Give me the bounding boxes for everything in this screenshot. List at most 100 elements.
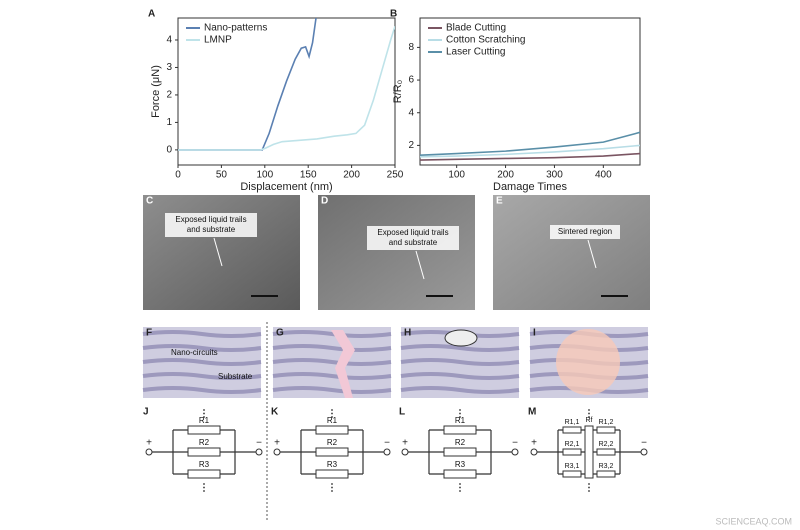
plus: +	[274, 438, 280, 449]
nano-stripe	[142, 344, 262, 352]
nano-stripe	[272, 358, 392, 366]
data-line	[178, 18, 317, 151]
panel-label: E	[496, 196, 503, 207]
resistor-label: R3	[199, 460, 210, 469]
resistor	[443, 469, 477, 479]
nano-stripe	[272, 372, 392, 380]
y-tick-label: 8	[408, 42, 414, 53]
x-tick-label: 200	[343, 170, 360, 181]
nano-stripe	[272, 386, 392, 394]
plot-frame	[177, 17, 396, 166]
arrow	[213, 237, 223, 267]
annotation: Exposed liquid trails	[175, 215, 246, 224]
resistor	[187, 447, 221, 457]
panel-label: K	[271, 407, 279, 418]
resistor-label: R1,1	[565, 419, 580, 426]
annotation: Sintered region	[558, 227, 612, 236]
arrow	[587, 239, 597, 269]
schematic-text: Nano-circuits	[171, 348, 218, 357]
nano-stripe	[400, 386, 520, 394]
wire	[408, 430, 512, 474]
resistor	[596, 426, 616, 434]
panel-label: J	[143, 407, 149, 418]
plus: +	[531, 438, 537, 449]
ellipsis: ⋮	[455, 483, 465, 494]
y-tick-label: 1	[166, 117, 172, 128]
terminal	[255, 448, 263, 456]
cloud	[444, 329, 478, 347]
terminal	[640, 448, 648, 456]
nano-stripe	[142, 372, 262, 380]
terminal	[530, 448, 538, 456]
resistor	[315, 447, 349, 457]
panel-label: I	[533, 328, 536, 339]
nano-stripe	[142, 386, 262, 394]
resistor	[596, 448, 616, 456]
watermark: SCIENCEAQ.COM	[715, 516, 792, 526]
resistor	[187, 425, 221, 435]
ellipsis: ⋮	[327, 483, 337, 494]
resistor-label: R1	[199, 416, 210, 425]
legend-label: LMNP	[204, 35, 232, 46]
panel-label: B	[390, 9, 397, 20]
x-tick-label: 50	[216, 170, 228, 181]
y-axis-label: R/R₀	[392, 80, 404, 104]
resistor	[443, 425, 477, 435]
panel-label: C	[146, 196, 153, 207]
minus: −	[256, 438, 262, 449]
panel-label: G	[276, 328, 284, 339]
ellipsis: ⋮	[199, 483, 209, 494]
nano-stripe	[272, 330, 392, 338]
y-tick-label: 3	[166, 62, 172, 73]
ellipsis: ⋮	[584, 409, 594, 420]
resistor	[562, 448, 582, 456]
y-axis-label: Force (μN)	[150, 65, 162, 118]
resistor-label: R1,2	[599, 419, 614, 426]
x-tick-label: 400	[595, 170, 612, 181]
resistor-label: R3	[327, 460, 338, 469]
terminal	[145, 448, 153, 456]
crack	[331, 330, 355, 398]
data-line	[420, 131, 640, 156]
x-tick-label: 150	[300, 170, 317, 181]
resistor-label: R2,1	[565, 441, 580, 448]
resistor-label: R2	[327, 438, 338, 447]
y-tick-label: 2	[166, 90, 172, 101]
terminal	[383, 448, 391, 456]
resistor-label: R2	[199, 438, 210, 447]
resistor	[315, 425, 349, 435]
plot-frame	[419, 17, 641, 166]
y-tick-label: 0	[166, 145, 172, 156]
resistor	[596, 470, 616, 478]
panel-label: H	[404, 328, 411, 339]
annotation-box	[367, 226, 459, 250]
x-axis-label: Displacement (nm)	[240, 181, 332, 193]
terminal	[273, 448, 281, 456]
nano-stripe	[272, 344, 392, 352]
schematic-text: Substrate	[218, 372, 253, 381]
nano-stripe	[142, 330, 262, 338]
data-line	[178, 26, 395, 151]
x-tick-label: 100	[256, 170, 273, 181]
plus: +	[146, 438, 152, 449]
resistor-label: Rf	[586, 417, 593, 424]
resistor	[562, 426, 582, 434]
ellipsis: ⋮	[327, 409, 337, 420]
annotation-box	[550, 225, 620, 239]
x-tick-label: 200	[497, 170, 514, 181]
resistor	[562, 470, 582, 478]
resistor-label: R1	[455, 416, 466, 425]
resistor-label: R3,2	[599, 463, 614, 470]
plus: +	[402, 438, 408, 449]
micrograph	[318, 195, 475, 310]
x-axis-label: Damage Times	[493, 181, 567, 193]
micrograph	[143, 195, 300, 310]
nano-stripe	[400, 358, 520, 366]
nano-stripe	[400, 372, 520, 380]
resistor-label: R3,1	[565, 463, 580, 470]
legend-label: Blade Cutting	[446, 23, 506, 34]
panel-label: L	[399, 407, 405, 418]
resistor-label: R2,2	[599, 441, 614, 448]
y-tick-label: 2	[408, 140, 414, 151]
